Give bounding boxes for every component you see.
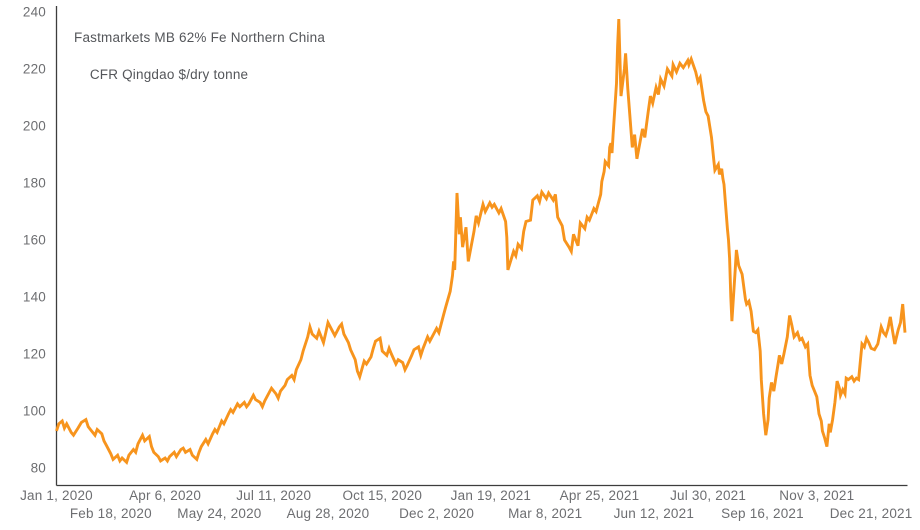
- x-tick-label: Aug 28, 2020: [287, 506, 370, 521]
- y-axis: 80 100 120 140 160 180 200 220 240: [23, 5, 58, 486]
- chart-title-line1: Fastmarkets MB 62% Fe Northern China: [74, 30, 326, 45]
- y-tick-label: 200: [23, 119, 46, 134]
- x-tick-label: Jan 19, 2021: [451, 488, 531, 503]
- y-tick-label: 240: [23, 5, 46, 20]
- y-tick-label: 160: [23, 233, 46, 248]
- x-tick-label: Nov 3, 2021: [779, 488, 854, 503]
- x-tick-label: Mar 8, 2021: [508, 506, 582, 521]
- y-tick-label: 180: [23, 176, 46, 191]
- x-tick-label: May 24, 2020: [177, 506, 261, 521]
- x-tick-label: Jul 30, 2021: [670, 488, 746, 503]
- x-tick-label: Jan 1, 2020: [20, 488, 93, 503]
- x-tick-label: Apr 6, 2020: [129, 488, 201, 503]
- chart-title: Fastmarkets MB 62% Fe Northern China CFR…: [74, 29, 325, 103]
- x-tick-label: Jul 11, 2020: [236, 488, 311, 503]
- x-tick-label: Sep 16, 2021: [721, 506, 804, 521]
- price-line: [55, 19, 907, 465]
- x-tick-label: Dec 2, 2020: [399, 506, 474, 521]
- chart-title-line2: CFR Qingdao $/dry tonne: [89, 67, 249, 82]
- x-tick-label: Feb 18, 2020: [70, 506, 152, 521]
- price-line-series: [55, 19, 907, 465]
- y-tick-label: 220: [23, 62, 46, 77]
- y-tick-label: 140: [23, 290, 46, 305]
- x-tick-label: Oct 15, 2020: [342, 488, 422, 503]
- x-axis: Jan 1, 2020 Apr 6, 2020 Jul 11, 2020 Oct 15…: [20, 484, 913, 521]
- y-tick-label: 80: [31, 461, 46, 476]
- x-tick-label: Dec 21, 2021: [830, 506, 913, 521]
- x-tick-label: Jun 12, 2021: [614, 506, 694, 521]
- x-tick-label: Apr 25, 2021: [560, 488, 640, 503]
- y-tick-label: 100: [23, 404, 46, 419]
- y-tick-label: 120: [23, 347, 46, 362]
